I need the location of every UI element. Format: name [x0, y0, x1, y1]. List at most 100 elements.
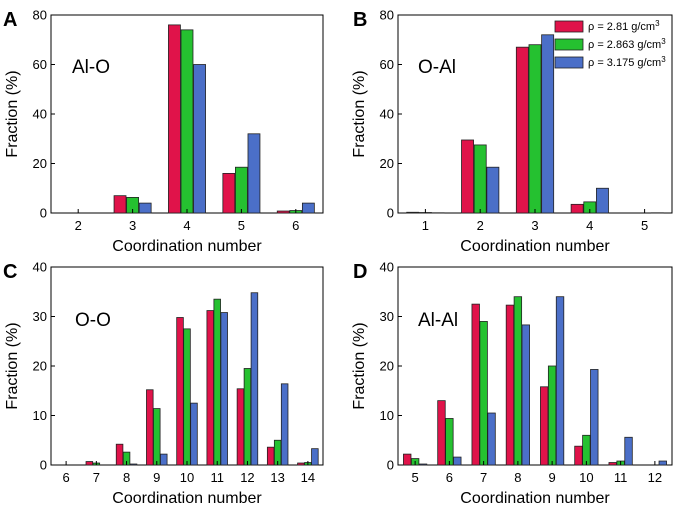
x-tick-label: 5 [641, 218, 648, 233]
bar-2-series-1 [461, 139, 474, 214]
legend-label: ρ = 3.175 g/cm3 [588, 55, 666, 69]
bar-2-series-2 [473, 144, 487, 214]
bar-10-series-2 [582, 434, 591, 466]
y-tick-label: 40 [380, 107, 394, 122]
bar-2-series-3 [486, 166, 500, 214]
bar-4-series-1 [570, 203, 584, 214]
bar-8-series-1 [115, 443, 124, 466]
bar-4-series-1 [168, 24, 181, 214]
x-tick-label: 10 [579, 470, 593, 485]
x-tick-label: 12 [648, 470, 662, 485]
x-tick-label: 11 [210, 470, 224, 485]
bar-6-series-2 [445, 418, 454, 466]
y-tick-label: 0 [40, 458, 47, 473]
bar-7-series-1 [85, 461, 94, 466]
bar-6-series-1 [437, 400, 446, 466]
x-tick-label: 3 [531, 218, 538, 233]
bar-6-series-3 [453, 456, 462, 466]
bar-9-series-2 [153, 408, 161, 466]
legend: ρ = 2.81 g/cm3 ρ = 2.863 g/cm3 ρ = 3.175 g… [554, 19, 666, 69]
legend-swatch [554, 20, 584, 33]
x-tick-label: 8 [123, 470, 130, 485]
bar-4-series-3 [596, 187, 609, 214]
y-tick-label: 30 [33, 309, 47, 324]
y-axis-label: Fraction (%) [4, 70, 21, 157]
bar-14-series-1 [297, 462, 305, 466]
x-tick-label: 4 [586, 218, 593, 233]
y-tick-label: 20 [380, 359, 394, 374]
bar-3-series-3 [541, 34, 555, 214]
bar-5-series-2 [235, 166, 248, 214]
bar-8-series-3 [129, 463, 138, 466]
y-tick-label: 0 [387, 206, 394, 221]
panel-label: D [353, 261, 367, 283]
x-tick-label: 3 [129, 218, 136, 233]
y-tick-label: 80 [33, 8, 47, 23]
y-tick-label: 30 [380, 309, 394, 324]
bar-7-series-3 [487, 412, 496, 466]
y-tick-label: 20 [380, 156, 394, 171]
bar-5-series-3 [418, 463, 428, 466]
bar-9-series-3 [160, 453, 168, 466]
x-tick-label: 10 [180, 470, 194, 485]
legend-swatch [554, 56, 584, 69]
pair-annotation: Al-O [72, 57, 110, 78]
panel-D: 5 6 7 8 9 10 11 12 0 10 20 30 40 Coordination number F… [351, 260, 673, 507]
bar-12-series-1 [236, 388, 245, 466]
x-tick-label: 5 [238, 218, 245, 233]
bar-8-series-1 [505, 304, 515, 466]
panel-B: 1 2 3 4 5 0 20 40 60 80 Coordination number Fractio… [351, 8, 673, 255]
panel-C: 6 7 8 9 10 11 12 13 14 0 10 20 30 40 Coordination numb… [3, 260, 324, 507]
bar-5-series-3 [247, 133, 261, 214]
y-tick-label: 20 [33, 156, 47, 171]
bar-11-series-3 [220, 312, 228, 466]
bar-10-series-1 [176, 317, 184, 466]
x-tick-label: 1 [422, 218, 429, 233]
legend-label: ρ = 2.81 g/cm3 [588, 19, 660, 33]
x-tick-label: 4 [183, 218, 190, 233]
bar-10-series-3 [190, 402, 198, 466]
bar-10-series-1 [574, 445, 583, 466]
x-tick-label: 14 [301, 470, 315, 485]
bar-5-series-1 [403, 453, 412, 466]
x-tick-label: 11 [614, 470, 628, 485]
pair-annotation: O-Al [418, 57, 456, 78]
y-tick-label: 60 [380, 57, 394, 72]
y-tick-label: 10 [33, 408, 47, 423]
bar-7-series-2 [479, 321, 488, 466]
legend-label: ρ = 2.863 g/cm3 [588, 37, 666, 51]
bar-11-series-3 [624, 436, 633, 466]
y-axis-label: Fraction (%) [351, 322, 368, 409]
x-axis-label: Coordination number [112, 490, 262, 507]
y-tick-label: 40 [33, 107, 47, 122]
bar-14-series-3 [311, 448, 319, 466]
x-tick-label: 2 [477, 218, 484, 233]
bar-8-series-2 [513, 296, 523, 466]
x-tick-label: 9 [549, 470, 556, 485]
bar-9-series-3 [555, 296, 565, 466]
y-tick-label: 0 [387, 458, 394, 473]
bar-3-series-1 [113, 195, 127, 214]
x-axis-label: Coordination number [460, 238, 610, 255]
y-tick-label: 40 [380, 260, 394, 275]
panel-label: C [3, 261, 17, 283]
bar-3-series-1 [515, 46, 529, 214]
y-tick-label: 20 [33, 359, 47, 374]
pair-annotation: O-O [75, 310, 111, 331]
bar-5-series-1 [222, 172, 236, 214]
bar-4-series-2 [180, 29, 194, 214]
bar-8-series-3 [521, 324, 530, 466]
bar-9-series-1 [540, 386, 549, 466]
x-tick-label: 8 [514, 470, 521, 485]
y-tick-label: 60 [33, 57, 47, 72]
bar-9-series-1 [146, 389, 154, 466]
x-axis-label: Coordination number [112, 238, 262, 255]
x-tick-label: 6 [62, 470, 69, 485]
y-tick-label: 10 [380, 408, 394, 423]
bar-12-series-2 [243, 368, 252, 466]
bar-1-series-1 [406, 211, 420, 214]
y-tick-label: 40 [33, 260, 47, 275]
pair-annotation: Al-Al [418, 310, 458, 331]
bar-4-series-3 [193, 64, 206, 214]
bar-10-series-2 [183, 328, 191, 466]
